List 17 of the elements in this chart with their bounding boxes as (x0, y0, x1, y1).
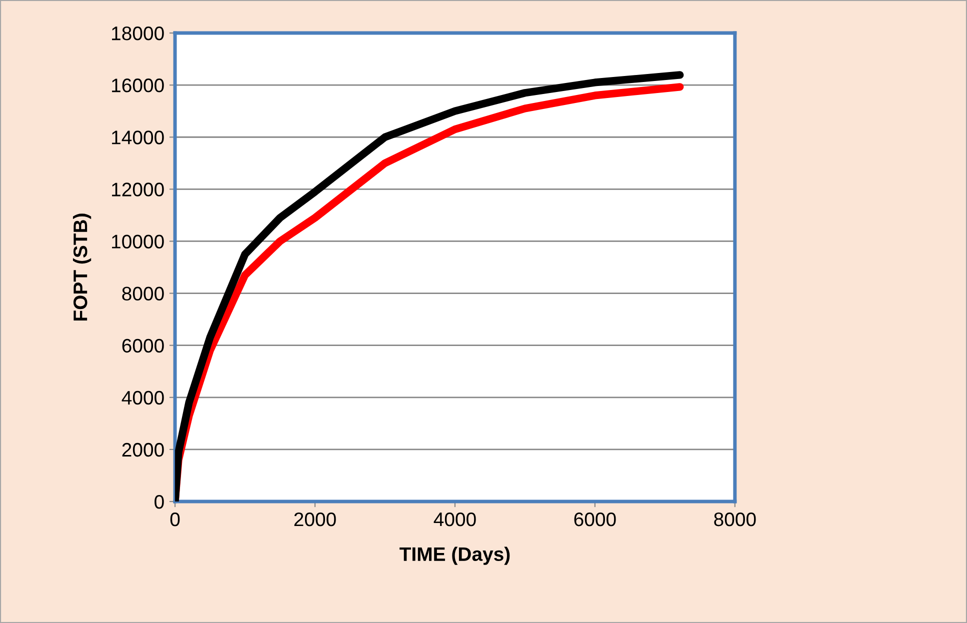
y-tick-label: 2000 (122, 442, 164, 457)
y-tick-label: 12000 (112, 182, 164, 196)
x-axis-title: TIME (Days) (400, 546, 510, 565)
x-tick-label: 2000 (294, 512, 336, 526)
x-tick-label: 4000 (434, 512, 476, 526)
y-tick-label: 18000 (112, 26, 164, 40)
x-tick-label: 8000 (714, 512, 756, 526)
x-tick-label: 6000 (574, 512, 616, 526)
y-tick-label: 10000 (112, 234, 164, 248)
y-tick-label: 0 (154, 494, 164, 509)
y-tick-label: 4000 (122, 390, 164, 405)
y-tick-label: 8000 (122, 286, 164, 301)
y-tick-label: 6000 (122, 338, 164, 353)
x-tick-label: 0 (170, 512, 180, 526)
y-tick-label: 14000 (112, 130, 164, 144)
y-tick-label: 16000 (112, 78, 164, 92)
y-axis-title: FOPT (STB) (72, 214, 92, 321)
